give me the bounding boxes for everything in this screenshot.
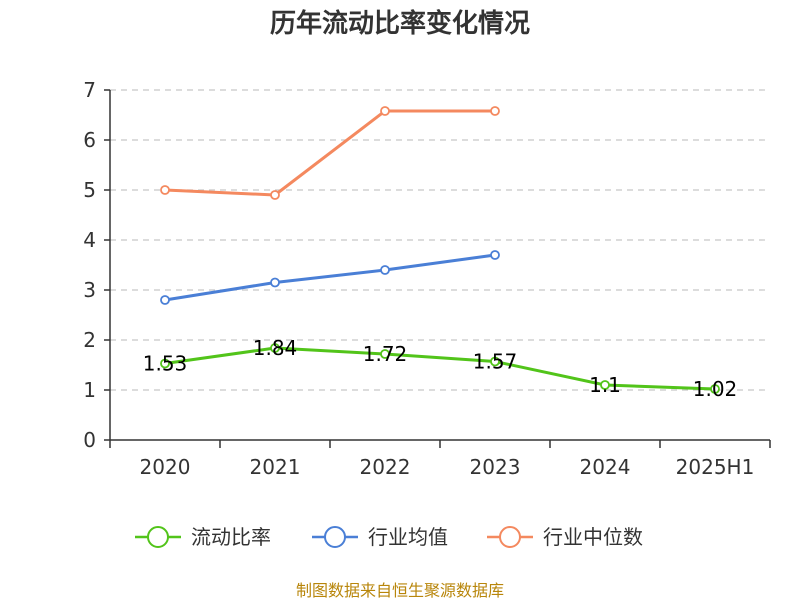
data-point[interactable] <box>160 295 170 305</box>
data-point[interactable] <box>600 380 610 390</box>
legend-marker <box>147 526 169 548</box>
data-label: 1.1 <box>589 373 621 397</box>
chart-title: 历年流动比率变化情况 <box>270 8 530 39</box>
series-line <box>164 253 496 302</box>
x-tick-label: 2025H1 <box>676 455 755 479</box>
data-point[interactable] <box>270 190 280 200</box>
legend-item[interactable]: 行业均值 <box>312 525 448 549</box>
data-label: 1.72 <box>363 342 408 366</box>
x-tick-label: 2022 <box>360 455 411 479</box>
data-label: 1.02 <box>693 377 738 401</box>
data-point[interactable] <box>380 265 390 275</box>
data-point[interactable] <box>490 106 500 116</box>
y-tick-label: 5 <box>83 178 96 202</box>
legend-marker <box>499 526 521 548</box>
y-tick-label: 2 <box>83 328 96 352</box>
data-label: 1.57 <box>473 350 518 374</box>
data-point[interactable] <box>380 106 390 116</box>
data-point[interactable] <box>380 349 390 359</box>
data-label: 1.53 <box>143 352 188 376</box>
x-tick-label: 2024 <box>580 455 631 479</box>
x-axis-ticks: 2020 2021 2022 2023 2024 2025H1 <box>109 440 771 479</box>
data-point[interactable] <box>160 185 170 195</box>
data-point[interactable] <box>710 384 720 394</box>
legend[interactable]: 流动比率 行业均值 行业中位数 <box>135 525 643 549</box>
legend-item[interactable]: 行业中位数 <box>487 525 643 549</box>
data-point[interactable] <box>490 356 500 367</box>
x-tick-label: 2021 <box>250 455 301 479</box>
data-point[interactable] <box>490 250 500 260</box>
legend-marker <box>324 526 346 548</box>
data-point[interactable] <box>270 277 280 288</box>
y-axis-ticks: 0 1 2 3 4 5 6 7 <box>83 78 110 452</box>
data-label: 1.84 <box>253 336 298 360</box>
grid <box>110 89 770 391</box>
legend-item[interactable]: 流动比率 <box>135 525 271 549</box>
x-tick-label: 2023 <box>470 455 521 479</box>
series-group <box>160 106 720 394</box>
legend-label: 流动比率 <box>191 525 271 549</box>
y-tick-label: 3 <box>83 278 96 302</box>
series-line <box>164 346 716 391</box>
legend-label: 行业均值 <box>368 525 448 549</box>
y-tick-label: 0 <box>83 428 96 452</box>
series-line <box>164 109 495 197</box>
y-tick-label: 4 <box>83 228 96 252</box>
x-tick-label: 2020 <box>140 455 191 479</box>
data-point[interactable] <box>270 343 280 353</box>
data-labels: 1.53 1.84 1.72 1.57 1.1 1.02 <box>143 336 738 401</box>
legend-label: 行业中位数 <box>543 525 643 549</box>
y-tick-label: 1 <box>83 378 96 402</box>
y-tick-label: 7 <box>83 78 96 102</box>
y-tick-label: 6 <box>83 128 96 152</box>
source-note: 制图数据来自恒生聚源数据库 <box>296 581 504 600</box>
data-point[interactable] <box>160 358 170 369</box>
